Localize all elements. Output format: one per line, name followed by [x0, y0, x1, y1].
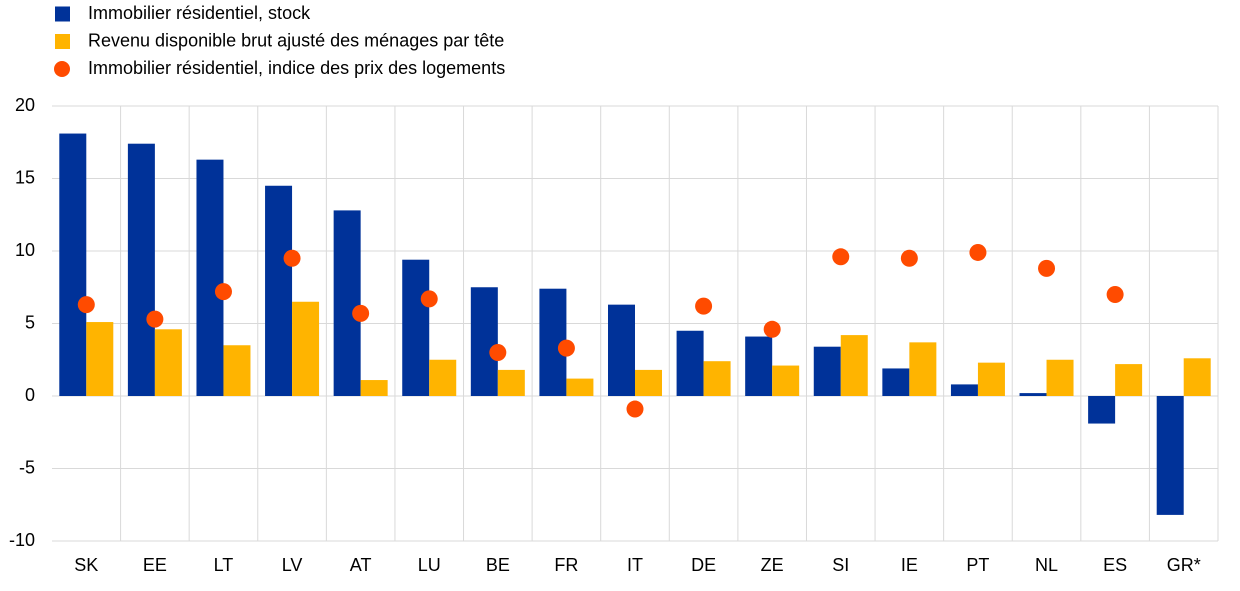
x-tick-label: ZE	[761, 555, 784, 575]
legend-marker	[55, 6, 70, 22]
x-tick-label: LV	[282, 555, 303, 575]
dot	[214, 283, 232, 301]
x-tick-label: ES	[1103, 555, 1127, 575]
dot	[352, 304, 370, 322]
x-tick-label: LU	[418, 555, 441, 575]
bar	[1088, 396, 1116, 424]
bar	[745, 336, 773, 396]
dot	[763, 320, 781, 338]
bar	[402, 259, 430, 396]
dot	[557, 339, 575, 357]
x-tick-label: NL	[1035, 555, 1058, 575]
dot	[832, 248, 850, 266]
x-tick-label: BE	[486, 555, 510, 575]
y-tick-label: 0	[25, 385, 35, 405]
dot	[1106, 286, 1124, 303]
y-tick-label: -10	[9, 530, 35, 550]
x-tick-label: EE	[143, 555, 167, 575]
bar	[1183, 358, 1211, 396]
bar	[429, 359, 457, 396]
bar	[1019, 393, 1047, 396]
dot	[283, 249, 301, 267]
x-tick-label: SK	[74, 555, 98, 575]
bar	[772, 365, 800, 396]
x-tick-label: SI	[832, 555, 849, 575]
dot	[900, 249, 918, 267]
legend-marker	[55, 34, 70, 49]
dot	[489, 344, 507, 361]
bar	[676, 330, 704, 396]
bar	[566, 378, 594, 396]
dot	[146, 310, 164, 328]
bar	[59, 133, 87, 397]
y-tick-label: 5	[25, 312, 35, 332]
x-tick-label: IT	[627, 555, 643, 575]
x-tick-label: GR*	[1167, 555, 1201, 575]
bar	[1046, 359, 1074, 396]
bar	[333, 210, 361, 396]
dot	[1038, 259, 1056, 277]
bar	[196, 159, 224, 396]
y-tick-label: 20	[15, 95, 35, 115]
y-tick-label: 15	[15, 167, 35, 187]
bar	[1115, 364, 1143, 396]
legend-marker	[54, 61, 70, 77]
x-tick-label: LT	[214, 555, 234, 575]
legend-label: Revenu disponible brut ajusté des ménage…	[88, 30, 504, 50]
bar	[292, 301, 320, 396]
bar	[127, 143, 155, 396]
dot	[695, 297, 713, 315]
dot	[420, 290, 438, 308]
bar	[950, 384, 978, 396]
y-tick-label: 10	[15, 240, 35, 260]
bar	[608, 304, 635, 396]
bar	[223, 345, 251, 396]
bar	[1156, 396, 1184, 515]
legend-label: Immobilier résidentiel, indice des prix …	[88, 58, 505, 78]
x-tick-label: FR	[554, 555, 578, 575]
bar	[840, 335, 868, 396]
y-tick-label: -5	[19, 457, 35, 477]
bar	[813, 346, 841, 396]
bar	[977, 362, 1005, 396]
bar	[703, 361, 731, 396]
bar	[470, 287, 498, 396]
x-tick-label: AT	[350, 555, 372, 575]
dot	[77, 296, 95, 314]
bar	[86, 322, 114, 396]
bar	[909, 342, 937, 396]
x-tick-label: PT	[966, 555, 989, 575]
bar	[265, 185, 293, 396]
dot	[626, 400, 644, 418]
bar	[360, 380, 388, 396]
legend-label: Immobilier résidentiel, stock	[88, 3, 311, 23]
bar	[154, 329, 182, 396]
x-tick-label: IE	[901, 555, 918, 575]
bar	[635, 369, 662, 396]
bar	[497, 369, 525, 396]
bar	[882, 368, 910, 396]
x-tick-label: DE	[691, 555, 716, 575]
dot	[969, 243, 987, 261]
